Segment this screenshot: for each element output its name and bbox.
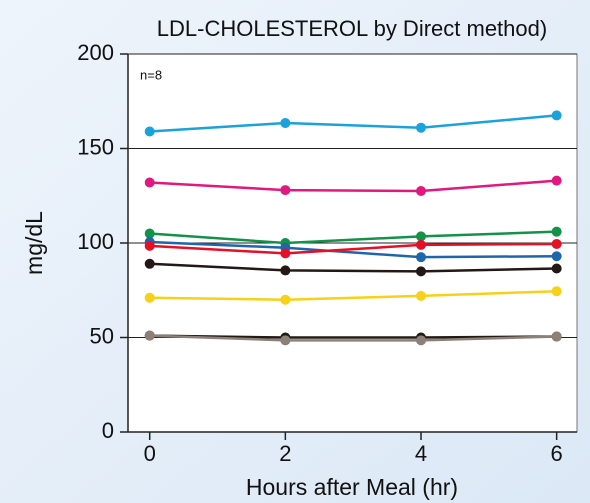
y-tick-label: 200 (77, 40, 114, 65)
chart-title: LDL-CHOLESTEROL by Direct method) (157, 16, 547, 41)
data-point (416, 252, 427, 263)
data-point (551, 226, 562, 237)
series-line (149, 230, 557, 245)
data-point (416, 231, 427, 242)
data-point (144, 228, 155, 239)
data-point (280, 248, 291, 259)
data-point (551, 110, 562, 121)
series-line (149, 242, 557, 255)
data-point (280, 265, 291, 276)
data-point (144, 258, 155, 269)
y-axis-label: mg/dL (21, 211, 47, 275)
series-line (149, 179, 557, 193)
data-point (551, 175, 562, 186)
data-point (416, 335, 427, 346)
y-tick-label: 50 (90, 323, 114, 348)
series-line (149, 262, 557, 273)
data-point (416, 122, 427, 133)
y-tick-label: 0 (102, 418, 114, 443)
data-point (144, 240, 155, 251)
annotation: n=8 (140, 67, 162, 82)
x-tick-label: 6 (551, 441, 563, 466)
data-point (280, 117, 291, 128)
data-point (416, 266, 427, 277)
data-point (551, 286, 562, 297)
data-point (280, 335, 291, 346)
data-point (280, 185, 291, 196)
series-line (149, 240, 557, 259)
x-tick-label: 2 (279, 441, 291, 466)
y-tick-label: 150 (77, 134, 114, 159)
data-point (551, 238, 562, 249)
data-point (144, 126, 155, 137)
data-point (416, 186, 427, 197)
x-tick-label: 4 (415, 441, 427, 466)
data-point (144, 177, 155, 188)
series-line (149, 334, 557, 342)
x-tick-label: 0 (144, 441, 156, 466)
series-line (149, 289, 557, 301)
data-point (551, 263, 562, 274)
data-point (551, 331, 562, 342)
series-line (149, 114, 557, 133)
y-tick-label: 100 (77, 229, 114, 254)
series-line (149, 334, 557, 339)
data-point (144, 292, 155, 303)
data-point (280, 294, 291, 305)
data-point (551, 251, 562, 262)
data-point (416, 290, 427, 301)
data-point (416, 239, 427, 250)
data-point (144, 330, 155, 341)
x-axis-label: Hours after Meal (hr) (246, 474, 458, 500)
